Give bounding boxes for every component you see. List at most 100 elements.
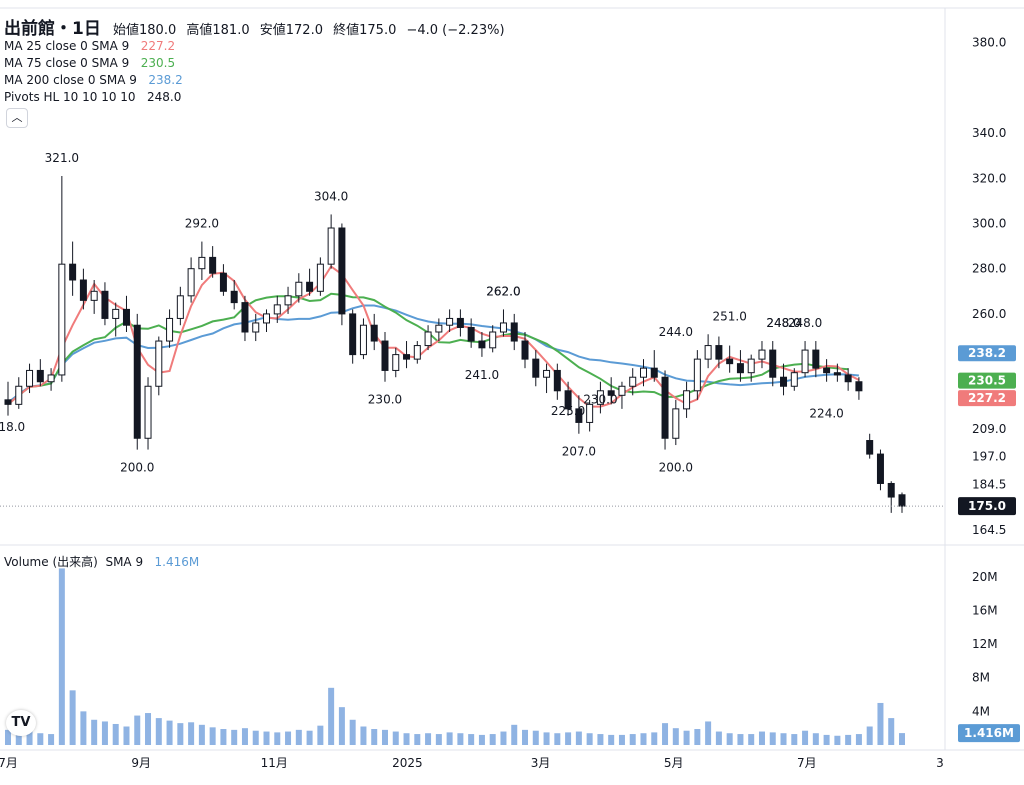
volume-bar[interactable]: [618, 734, 625, 745]
volume-bar[interactable]: [478, 734, 485, 745]
candle-body[interactable]: [327, 227, 335, 265]
candle-body[interactable]: [230, 290, 238, 304]
candle-body[interactable]: [747, 358, 755, 374]
volume-bar[interactable]: [651, 732, 658, 745]
candle-body[interactable]: [209, 256, 217, 274]
volume-bar[interactable]: [802, 730, 809, 745]
volume-bar[interactable]: [123, 726, 130, 746]
candle-body[interactable]: [639, 367, 647, 378]
volume-bar[interactable]: [435, 734, 442, 745]
volume-bar[interactable]: [338, 707, 345, 745]
candle-body[interactable]: [306, 281, 314, 292]
candle-body[interactable]: [122, 308, 130, 326]
volume-bar[interactable]: [758, 731, 765, 745]
candle-body[interactable]: [144, 385, 152, 439]
volume-bar[interactable]: [866, 726, 873, 746]
candle-body[interactable]: [252, 322, 260, 333]
volume-bar[interactable]: [188, 722, 195, 745]
candle-body[interactable]: [726, 358, 734, 365]
candle-body[interactable]: [704, 345, 712, 360]
volume-bar[interactable]: [834, 735, 841, 745]
volume-bar[interactable]: [608, 734, 615, 745]
volume-bar[interactable]: [812, 733, 819, 745]
volume-bar[interactable]: [500, 731, 507, 745]
candle-body[interactable]: [381, 340, 389, 371]
candle-body[interactable]: [736, 363, 744, 374]
tradingview-logo-icon[interactable]: TV: [6, 710, 36, 736]
volume-bar[interactable]: [209, 727, 216, 745]
candle-body[interactable]: [187, 268, 195, 297]
volume-bar[interactable]: [597, 734, 604, 745]
volume-bar[interactable]: [694, 729, 701, 745]
volume-bar[interactable]: [629, 734, 636, 745]
candle-body[interactable]: [359, 324, 367, 356]
volume-bar[interactable]: [414, 734, 421, 745]
candle-body[interactable]: [403, 354, 411, 360]
volume-bar[interactable]: [737, 734, 744, 745]
volume-bar[interactable]: [381, 729, 388, 745]
symbol-title[interactable]: 出前館・1日: [4, 19, 101, 39]
candle-body[interactable]: [629, 376, 637, 387]
legend-ma200[interactable]: MA 200 close 0 SMA 9 238.2: [4, 72, 183, 89]
volume-bar[interactable]: [58, 568, 65, 745]
candle-body[interactable]: [898, 494, 906, 507]
candle-body[interactable]: [467, 326, 475, 342]
volume-legend[interactable]: Volume (出来高) SMA 9 1.416M: [4, 553, 199, 570]
candle-body[interactable]: [79, 279, 87, 301]
volume-bar[interactable]: [640, 733, 647, 745]
candle-body[interactable]: [4, 399, 12, 405]
candle-body[interactable]: [801, 349, 809, 374]
legend-ma75[interactable]: MA 75 close 0 SMA 9 230.5: [4, 55, 175, 72]
volume-bar[interactable]: [403, 733, 410, 745]
candle-body[interactable]: [812, 349, 820, 369]
volume-bar[interactable]: [877, 702, 884, 745]
volume-bar[interactable]: [101, 721, 108, 745]
volume-bar[interactable]: [522, 729, 529, 745]
candle-body[interactable]: [672, 408, 680, 439]
volume-bar[interactable]: [899, 733, 905, 745]
volume-bar[interactable]: [683, 730, 690, 745]
volume-bar[interactable]: [166, 720, 173, 745]
candle-body[interactable]: [510, 322, 518, 342]
volume-bar[interactable]: [285, 731, 292, 745]
volume-bar[interactable]: [241, 728, 248, 745]
volume-bar[interactable]: [586, 733, 593, 745]
volume-bar[interactable]: [220, 729, 227, 745]
legend-pivots[interactable]: Pivots HL 10 10 10 10 248.0: [4, 89, 181, 106]
candle-body[interactable]: [26, 369, 34, 387]
candle-body[interactable]: [683, 390, 691, 410]
volume-bar[interactable]: [295, 729, 302, 745]
candle-body[interactable]: [650, 367, 658, 378]
candle-body[interactable]: [521, 340, 529, 360]
candle-body[interactable]: [198, 256, 206, 270]
volume-bar[interactable]: [37, 733, 44, 745]
candle-body[interactable]: [295, 281, 303, 297]
volume-bar[interactable]: [48, 734, 55, 745]
volume-bar[interactable]: [543, 732, 550, 745]
candle-body[interactable]: [90, 290, 98, 301]
volume-bar[interactable]: [15, 732, 22, 745]
volume-bar[interactable]: [360, 726, 367, 746]
volume-bar[interactable]: [672, 728, 679, 745]
candle-body[interactable]: [58, 263, 66, 376]
candle-body[interactable]: [392, 354, 400, 371]
candle-body[interactable]: [575, 408, 583, 423]
candle-body[interactable]: [489, 331, 497, 349]
candle-body[interactable]: [790, 372, 798, 387]
volume-bar[interactable]: [263, 731, 270, 745]
candle-body[interactable]: [499, 322, 507, 333]
candle-body[interactable]: [133, 324, 141, 439]
candle-body[interactable]: [543, 369, 551, 378]
volume-bar[interactable]: [845, 734, 852, 745]
candle-body[interactable]: [715, 345, 723, 360]
candle-body[interactable]: [532, 358, 540, 378]
candle-body[interactable]: [844, 374, 852, 383]
candle-body[interactable]: [780, 376, 788, 387]
volume-bar[interactable]: [565, 732, 572, 745]
candle-body[interactable]: [241, 302, 249, 333]
candle-body[interactable]: [478, 340, 486, 349]
volume-bar[interactable]: [134, 715, 141, 745]
candle-body[interactable]: [618, 385, 626, 396]
candle-body[interactable]: [316, 263, 324, 292]
